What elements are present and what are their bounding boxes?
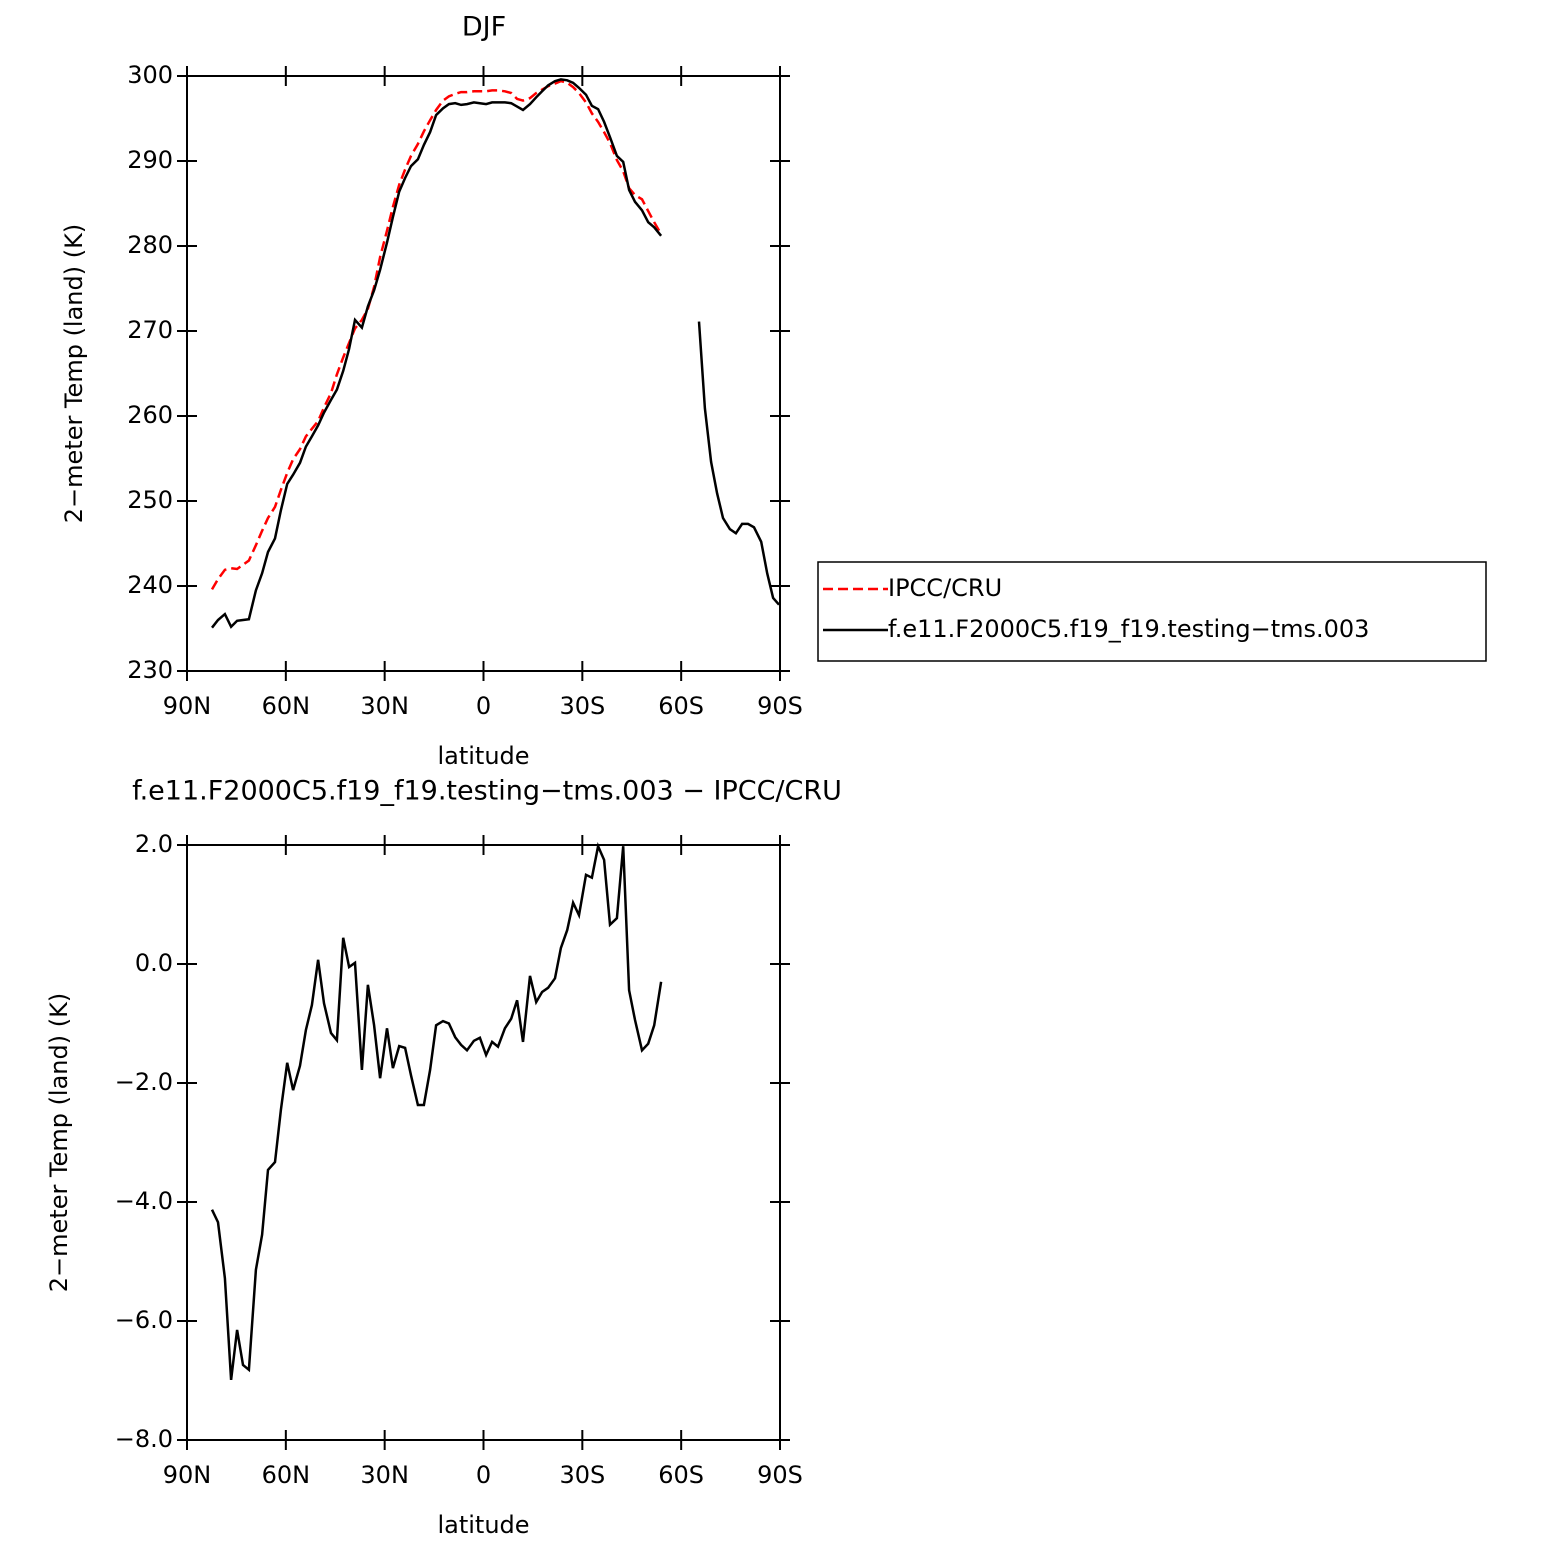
chart-title: f.e11.F2000C5.f19_f19.testing−tms.003 − … [132, 776, 842, 807]
x-tick-label: 30S [559, 1461, 605, 1489]
chart-title: DJF [462, 12, 506, 43]
y-tick-label: −6.0 [115, 1306, 173, 1334]
y-tick-label: 260 [127, 401, 173, 429]
y-axis-label: 2−meter Temp (land) (K) [45, 993, 73, 1292]
x-tick-label: 90S [757, 1461, 803, 1489]
y-tick-label: 270 [127, 316, 173, 344]
legend-label: IPCC/CRU [888, 574, 1002, 602]
y-tick-label: 290 [127, 146, 173, 174]
x-tick-label: 90S [757, 692, 803, 720]
data-line [210, 842, 663, 1381]
plot-frame [186, 75, 781, 672]
y-tick-label: −2.0 [115, 1068, 173, 1096]
plot-frame [186, 844, 781, 1441]
x-tick-label: 0 [476, 1461, 491, 1489]
x-tick-label: 90N [163, 1461, 212, 1489]
x-tick-label: 60N [262, 1461, 311, 1489]
y-tick-label: 0.0 [135, 949, 173, 977]
x-tick-label: 30N [360, 1461, 409, 1489]
y-tick-label: 280 [127, 231, 173, 259]
x-tick-label: 30S [559, 692, 605, 720]
x-axis-label: latitude [437, 742, 529, 770]
x-axis-label: latitude [437, 1511, 529, 1539]
y-tick-label: −8.0 [115, 1425, 173, 1453]
x-tick-label: 60S [658, 1461, 704, 1489]
data-line [211, 78, 780, 629]
data-line [210, 79, 663, 591]
x-tick-label: 60N [262, 692, 311, 720]
y-tick-label: 300 [127, 61, 173, 89]
y-tick-label: −4.0 [115, 1187, 173, 1215]
y-tick-label: 240 [127, 571, 173, 599]
legend-box [817, 561, 1487, 662]
x-tick-label: 0 [476, 692, 491, 720]
y-axis-label: 2−meter Temp (land) (K) [60, 224, 88, 523]
x-tick-label: 60S [658, 692, 704, 720]
y-tick-label: 250 [127, 486, 173, 514]
x-tick-label: 30N [360, 692, 409, 720]
x-tick-label: 90N [163, 692, 212, 720]
y-tick-label: 2.0 [135, 830, 173, 858]
legend-label: f.e11.F2000C5.f19_f19.testing−tms.003 [888, 615, 1369, 643]
y-tick-label: 230 [127, 656, 173, 684]
